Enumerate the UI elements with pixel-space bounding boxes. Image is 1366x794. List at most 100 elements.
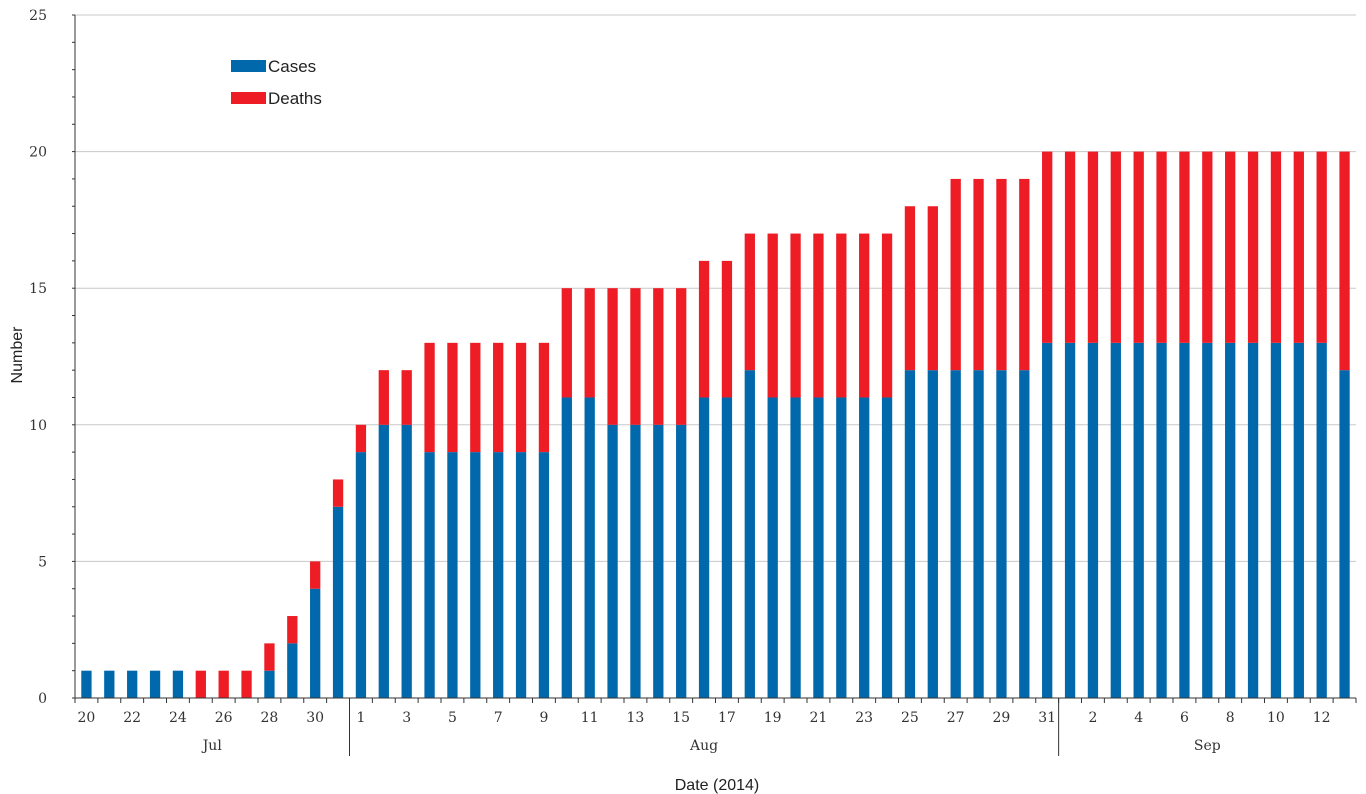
- bar-deaths: [1156, 151, 1167, 343]
- bar-cases: [973, 370, 984, 698]
- bar-deaths: [1225, 151, 1236, 343]
- bar-cases: [515, 452, 527, 698]
- bar-cases: [676, 424, 687, 698]
- bar-cases: [790, 397, 801, 698]
- bar-cases: [1133, 342, 1144, 698]
- bar-deaths: [790, 233, 801, 398]
- x-tick-label: 25: [901, 710, 919, 726]
- bar-deaths: [332, 479, 344, 507]
- legend-label-deaths: Deaths: [268, 89, 322, 108]
- y-tick-label: 5: [38, 554, 47, 570]
- bar-deaths: [607, 288, 618, 425]
- bar-cases: [630, 424, 641, 698]
- bar-cases: [584, 397, 595, 698]
- x-tick-label: 31: [1038, 710, 1056, 726]
- x-tick-label: 6: [1180, 710, 1189, 726]
- bar-deaths: [264, 643, 275, 671]
- bar-deaths: [1339, 151, 1350, 371]
- bar-cases: [996, 370, 1007, 698]
- bar-cases: [538, 452, 550, 698]
- bar-cases: [287, 643, 298, 698]
- bar-cases: [721, 397, 733, 698]
- bar-deaths: [218, 670, 229, 698]
- month-label: Sep: [1194, 738, 1221, 754]
- bar-cases: [172, 670, 184, 698]
- x-tick-label: 5: [448, 710, 457, 726]
- axes: [72, 14, 1357, 756]
- bar-deaths: [378, 370, 389, 425]
- bar-deaths: [1064, 151, 1076, 343]
- month-label: Jul: [201, 738, 223, 754]
- month-label: Aug: [689, 738, 718, 754]
- bars: [81, 151, 1350, 698]
- bar-deaths: [767, 233, 778, 398]
- x-tick-label: 19: [764, 710, 782, 726]
- bar-cases: [104, 670, 115, 698]
- bar-deaths: [859, 233, 870, 398]
- bar-deaths: [950, 178, 961, 371]
- bar-cases: [927, 370, 938, 698]
- bar-deaths: [1270, 151, 1282, 343]
- bar-cases: [859, 397, 870, 698]
- bar-deaths: [1087, 151, 1099, 343]
- x-tick-label: 23: [855, 710, 873, 726]
- x-tick-label: 15: [672, 710, 690, 726]
- bar-cases: [127, 670, 138, 698]
- bar-cases: [81, 670, 92, 698]
- bar-deaths: [1293, 151, 1304, 343]
- bar-cases: [904, 370, 916, 698]
- bar-deaths: [1316, 151, 1327, 343]
- x-tick-label: 26: [215, 710, 233, 726]
- x-tick-label: 13: [627, 710, 645, 726]
- bar-deaths: [721, 260, 733, 398]
- bar-cases: [698, 397, 710, 698]
- bar-deaths: [424, 342, 435, 453]
- bar-cases: [744, 370, 755, 698]
- x-tick-label: 11: [581, 710, 599, 726]
- x-axis-title: Date (2014): [675, 777, 760, 794]
- bar-deaths: [630, 288, 641, 425]
- x-tick-label: 7: [494, 710, 503, 726]
- x-tick-label: 12: [1313, 710, 1331, 726]
- bar-deaths: [1019, 178, 1030, 371]
- x-tick-label: 21: [810, 710, 828, 726]
- bar-deaths: [1133, 151, 1144, 343]
- bar-cases: [493, 452, 504, 698]
- bar-cases: [1270, 342, 1282, 698]
- bar-deaths: [538, 342, 550, 453]
- x-tick-label: 28: [261, 710, 279, 726]
- x-tick-label: 29: [993, 710, 1011, 726]
- bar-deaths: [584, 288, 595, 398]
- y-tick-label: 25: [29, 8, 47, 24]
- bar-cases: [767, 397, 778, 698]
- legend-label-cases: Cases: [268, 57, 316, 76]
- y-tick-label: 15: [29, 281, 47, 297]
- y-tick-label: 0: [38, 691, 47, 707]
- bar-cases: [1339, 370, 1350, 698]
- x-tick-label: 30: [306, 710, 324, 726]
- bar-cases: [653, 424, 664, 698]
- bar-cases: [332, 506, 344, 698]
- bar-deaths: [881, 233, 893, 398]
- bar-cases: [401, 424, 412, 698]
- bar-deaths: [1110, 151, 1121, 343]
- y-tick-label: 10: [29, 418, 47, 434]
- x-tick-label: 4: [1134, 710, 1143, 726]
- x-tick-label: 2: [1088, 710, 1097, 726]
- bar-cases: [149, 670, 161, 698]
- bar-cases: [607, 424, 618, 698]
- bar-cases: [378, 424, 389, 698]
- bar-deaths: [1202, 151, 1213, 343]
- bar-cases: [1293, 342, 1304, 698]
- x-tick-label: 27: [947, 710, 965, 726]
- legend-swatch-deaths: [231, 92, 266, 104]
- bar-deaths: [973, 178, 984, 371]
- bar-deaths: [996, 178, 1007, 371]
- bar-cases: [881, 397, 893, 698]
- legend-swatch-cases: [231, 60, 266, 72]
- bar-deaths: [470, 342, 481, 453]
- bar-cases: [1064, 342, 1076, 698]
- x-tick-label: 10: [1267, 710, 1285, 726]
- x-tick-label: 8: [1226, 710, 1235, 726]
